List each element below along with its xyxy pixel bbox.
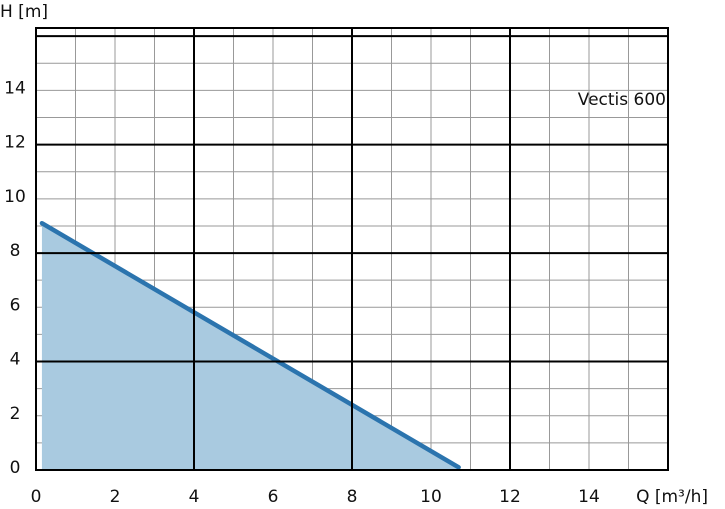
x-tick-label: 6 (268, 487, 279, 507)
x-tick-label: 2 (110, 487, 121, 507)
x-tick-label: 10 (420, 487, 442, 507)
x-tick-label: 0 (31, 487, 42, 507)
x-tick-label: 4 (189, 487, 200, 507)
y-tick-label: 10 (4, 187, 26, 207)
series (39, 220, 461, 470)
curve (39, 220, 461, 470)
x-tick-label: 8 (347, 487, 358, 507)
y-tick-label: 8 (10, 241, 21, 261)
y-tick-label: 12 (4, 133, 26, 153)
y-tick-label: 4 (10, 350, 21, 370)
y-tick-label: 6 (10, 295, 21, 315)
x-axis-label: Q [m³/h] (636, 487, 708, 507)
x-tick-label: 14 (578, 487, 600, 507)
x-tick-label: 12 (499, 487, 521, 507)
y-tick-label: 14 (4, 78, 26, 98)
y-tick-label: 0 (10, 458, 21, 478)
annotation: Vectis 600 (578, 90, 666, 110)
major-grid (35, 27, 669, 471)
plot-frame (35, 27, 669, 471)
y-axis-label: H [m] (0, 2, 48, 22)
y-tick-label: 2 (10, 404, 21, 424)
